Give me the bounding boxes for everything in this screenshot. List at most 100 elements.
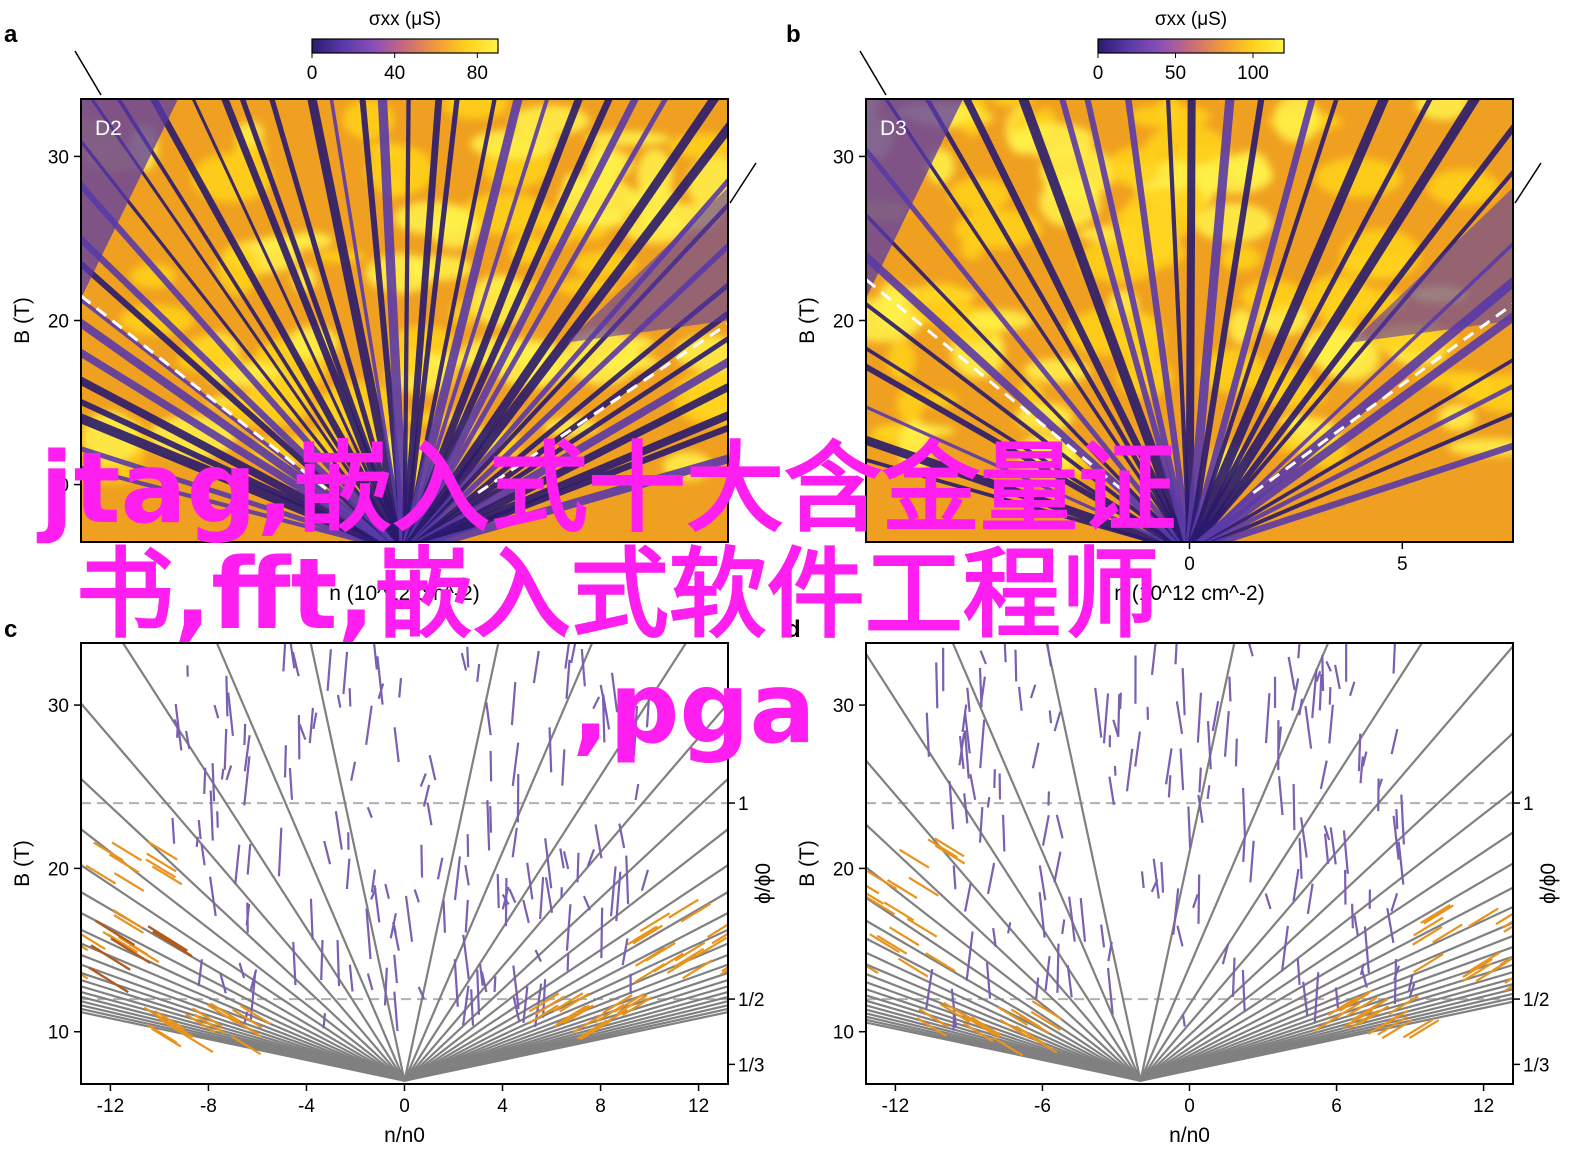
purple-segment — [1348, 681, 1356, 697]
purple-segment — [948, 780, 955, 830]
purple-segment — [428, 754, 437, 781]
orange-segment — [111, 841, 143, 862]
orange-segment — [999, 1018, 1031, 1039]
colorbar-tick-label: 100 — [1237, 63, 1269, 84]
orange-segment — [146, 852, 177, 873]
heatmap-stripe — [413, 310, 728, 542]
purple-segment — [978, 806, 984, 843]
heatmap-stripe — [81, 376, 395, 542]
purple-segment — [197, 959, 204, 987]
orange-segment — [721, 966, 728, 973]
purple-segment — [1119, 692, 1122, 710]
heatmap-stripe — [866, 301, 1180, 542]
y-tick-label: 30 — [833, 696, 854, 717]
fan-line — [1140, 905, 1513, 1082]
fan-line — [866, 651, 1142, 1082]
purple-segment — [1334, 987, 1340, 1011]
orange-segment — [898, 848, 930, 869]
purple-segment — [1056, 943, 1060, 993]
purple-segment — [326, 649, 332, 691]
purple-segment — [1211, 700, 1220, 732]
purple-segment — [1176, 925, 1184, 947]
purple-segment — [618, 823, 626, 849]
fan-line — [403, 911, 728, 1082]
dashed-boundary-left — [81, 294, 332, 494]
fan-line — [866, 981, 1141, 1082]
orange-segment — [597, 1008, 628, 1029]
panel-letter-b: b — [786, 21, 801, 48]
orange-segment — [113, 872, 145, 892]
purple-segment — [508, 888, 517, 904]
purple-segment — [963, 730, 970, 779]
purple-segment — [1299, 817, 1308, 858]
orange-segment — [969, 1017, 1001, 1038]
orange-segment — [147, 840, 178, 861]
purple-segment — [600, 907, 604, 959]
purple-segment — [243, 756, 251, 806]
heatmap-stripe — [90, 99, 400, 542]
fan-line — [81, 978, 405, 1082]
orange-segment — [866, 870, 898, 890]
fan-line — [866, 999, 1141, 1082]
purple-segment — [544, 877, 554, 914]
brown-segment — [94, 919, 136, 947]
purple-segment — [336, 694, 342, 708]
fan-line — [403, 777, 728, 1082]
heatmap-stripe — [402, 99, 523, 542]
heatmap-stripe — [81, 180, 400, 542]
heatmap-stripe — [412, 281, 728, 542]
purple-segment — [1223, 711, 1230, 757]
purple-segment — [570, 643, 577, 664]
fan-line — [404, 942, 728, 1082]
orange-segment — [108, 853, 140, 874]
heatmap-stripe — [81, 465, 375, 542]
orange-segment — [1338, 992, 1370, 1012]
fan-line — [403, 827, 728, 1082]
purple-segment — [1175, 701, 1184, 734]
purple-segment — [203, 767, 207, 794]
purple-segment — [1031, 742, 1040, 769]
purple-segment — [534, 949, 542, 963]
purple-segment — [617, 725, 622, 739]
purple-segment — [282, 643, 287, 672]
purple-segment — [532, 650, 540, 684]
fan-line — [1140, 1000, 1513, 1082]
orange-segment — [711, 932, 728, 945]
purple-segment — [366, 806, 373, 819]
orange-segment — [602, 994, 633, 1014]
heatmap-stripe — [307, 99, 408, 542]
heatmap-stripe — [962, 99, 1189, 542]
purple-segment — [625, 855, 630, 905]
purple-segment — [599, 684, 608, 717]
purple-segment — [961, 704, 968, 733]
fan-purple-segments — [925, 643, 1416, 1031]
heatmap-corner — [566, 187, 728, 343]
purple-segment — [1174, 643, 1178, 665]
orange-segment — [927, 838, 959, 859]
purple-segment — [480, 971, 488, 993]
heatmap-stripe — [403, 99, 460, 542]
purple-segment — [220, 768, 225, 780]
fan-line — [81, 1000, 405, 1082]
brown-segment — [90, 944, 131, 971]
heatmap-stripe — [401, 99, 443, 542]
orange-segment — [934, 844, 966, 865]
fan-line — [404, 1000, 728, 1082]
purple-segment — [1053, 851, 1062, 883]
fan-line — [403, 863, 728, 1082]
heatmap-blob — [217, 244, 260, 295]
orange-segment — [191, 1007, 223, 1028]
orange-segment — [1495, 912, 1513, 926]
purple-segment — [609, 866, 617, 917]
purple-segment — [512, 965, 520, 1010]
heatmap-stripe — [866, 363, 1178, 542]
purple-segment — [1264, 893, 1272, 910]
y-tick-label: 20 — [833, 859, 854, 880]
heatmap-stripe — [1018, 99, 1192, 542]
heatmap-stripe — [1202, 357, 1513, 542]
heatmap-stripe — [81, 138, 399, 542]
right-tick-label: 1/3 — [738, 1055, 764, 1076]
orange-segment — [1347, 996, 1378, 1017]
heatmap-stripe — [405, 99, 550, 542]
colorbar-b: 0 50 100 σxx (μS) — [1093, 9, 1285, 84]
